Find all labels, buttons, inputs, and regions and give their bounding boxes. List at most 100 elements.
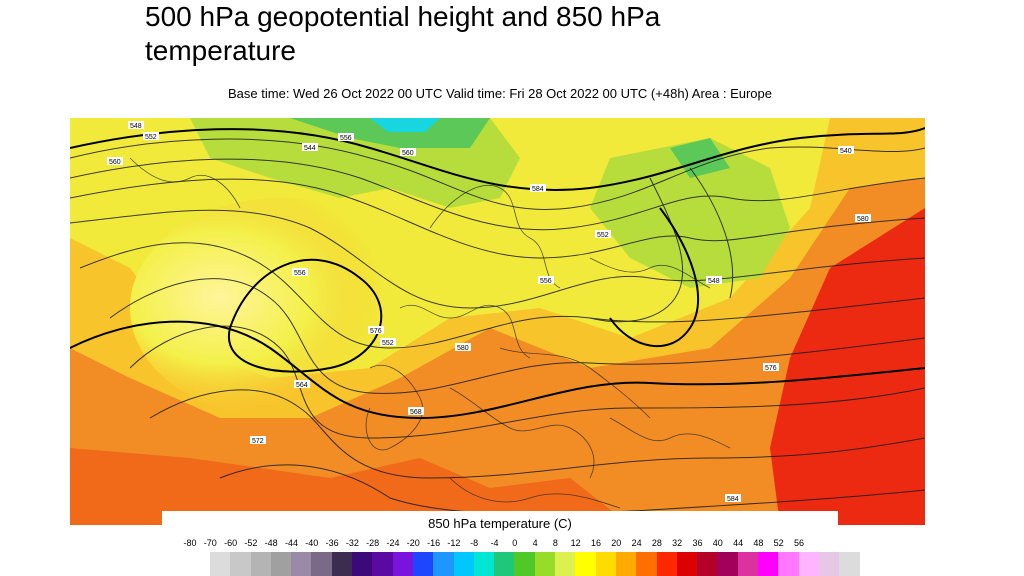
legend-title: 850 hPa temperature (C) — [428, 516, 572, 531]
legend-swatch — [352, 552, 373, 576]
weather-map-svg: 548 552 560 544 556 572 576 580 564 568 … — [70, 118, 925, 525]
legend-swatch — [758, 552, 779, 576]
contour-label-6: 572 — [252, 438, 264, 445]
legend-swatch — [615, 552, 637, 576]
legend-tick: 4 — [532, 538, 538, 548]
legend-tick: -52 — [244, 538, 258, 548]
legend-tick: -28 — [366, 538, 380, 548]
legend-swatch — [555, 552, 576, 576]
legend-swatch — [210, 552, 231, 576]
legend-swatch — [737, 552, 759, 576]
legend-swatch — [676, 552, 698, 576]
legend-swatch — [311, 552, 332, 576]
weather-map[interactable]: 548 552 560 544 556 572 576 580 564 568 … — [70, 118, 925, 525]
legend-swatch — [636, 552, 657, 576]
legend-tick: 0 — [512, 538, 518, 548]
legend-tick: 8 — [552, 538, 558, 548]
legend-swatch — [372, 552, 393, 576]
contour-label-2: 552 — [145, 134, 157, 141]
legend-swatch — [392, 552, 413, 576]
legend-swatch — [818, 552, 840, 576]
coastlines — [129, 157, 731, 509]
contour-label-3: 560 — [109, 159, 121, 166]
legend-swatch — [230, 552, 251, 576]
legend-swatch — [250, 552, 271, 576]
legend-tick: -12 — [447, 538, 461, 548]
legend-tick: -48 — [264, 538, 278, 548]
contour-label-13: 552 — [597, 232, 609, 239]
page-title: 500 hPa geopotential height and 850 hPa … — [145, 1, 661, 66]
legend-swatch — [595, 552, 616, 576]
legend-tick: -36 — [325, 538, 339, 548]
contour-label-15: 560 — [402, 150, 414, 157]
legend-swatch — [798, 552, 819, 576]
contour-label-12: 584 — [532, 186, 544, 193]
temp-field-cool-east — [590, 138, 790, 288]
legend-tick: 24 — [631, 538, 642, 548]
legend-tick: -60 — [224, 538, 238, 548]
legend-swatch — [473, 552, 495, 576]
temp-field-cold-east — [670, 138, 730, 178]
legend-tick: -24 — [386, 538, 400, 548]
legend-tick: -32 — [345, 538, 359, 548]
legend-swatch — [514, 552, 535, 576]
contour-label-18: 556 — [294, 270, 306, 277]
legend-swatch — [656, 552, 677, 576]
chart-subtitle: Base time: Wed 26 Oct 2022 00 UTC Valid … — [228, 86, 772, 101]
temp-field-hot-south — [70, 448, 630, 525]
legend-swatch — [270, 552, 292, 576]
legend-swatch — [453, 552, 474, 576]
legend-swatch — [697, 552, 718, 576]
contour-label-14: 556 — [540, 278, 552, 285]
legend-tick: 44 — [733, 538, 744, 548]
contour-label-8: 580 — [457, 345, 469, 352]
temp-field-hot — [770, 208, 925, 525]
temp-field-coldest — [370, 118, 440, 132]
legend-tick: 28 — [651, 538, 662, 548]
contour-label-19: 552 — [382, 340, 394, 347]
legend-tick: 48 — [753, 538, 764, 548]
legend-tick: 20 — [611, 538, 622, 548]
geopotential-contours — [70, 138, 925, 515]
legend-swatch — [291, 552, 312, 576]
legend-swatch — [575, 552, 596, 576]
contour-label-9: 564 — [296, 382, 308, 389]
legend-swatch — [331, 552, 353, 576]
legend-tick: -20 — [406, 538, 420, 548]
contour-label-1: 548 — [130, 123, 142, 130]
contour-label-5: 556 — [340, 135, 352, 142]
legend-tick: -70 — [203, 538, 217, 548]
legend-tick: -8 — [470, 538, 479, 548]
legend-colorbar — [210, 552, 860, 576]
geopotential-thick-contours — [70, 127, 925, 420]
contour-label-11: 580 — [857, 216, 869, 223]
legend-tick: 16 — [590, 538, 602, 548]
legend-swatch — [778, 552, 799, 576]
contour-label-10: 568 — [410, 409, 422, 416]
legend-tick: 36 — [692, 538, 703, 548]
contour-label-7: 576 — [370, 328, 382, 335]
legend-tick: 56 — [793, 538, 805, 548]
legend-swatch — [412, 552, 434, 576]
legend-tick: 32 — [672, 538, 683, 548]
legend-swatch — [839, 552, 860, 576]
legend-swatch — [717, 552, 738, 576]
legend-tick: -44 — [284, 538, 299, 548]
contour-label-20: 576 — [765, 365, 777, 372]
legend-swatch — [433, 552, 454, 576]
legend-tick: 40 — [712, 538, 723, 548]
legend-swatch — [534, 552, 556, 576]
contour-label-16: 548 — [708, 278, 720, 285]
temp-field-core — [130, 198, 430, 418]
legend-tick: -40 — [305, 538, 319, 548]
legend-panel — [162, 511, 838, 536]
temp-field-cold — [290, 118, 490, 148]
contour-label-17: 540 — [840, 148, 852, 155]
legend-tick: 52 — [773, 538, 784, 548]
legend-tick: -80 — [183, 538, 197, 548]
contour-label-4: 544 — [304, 145, 316, 152]
contour-labels: 548 552 560 544 556 572 576 580 564 568 … — [107, 121, 871, 503]
legend-tick: -16 — [427, 538, 441, 548]
contour-label-21: 584 — [727, 496, 739, 503]
legend-swatch — [494, 552, 515, 576]
